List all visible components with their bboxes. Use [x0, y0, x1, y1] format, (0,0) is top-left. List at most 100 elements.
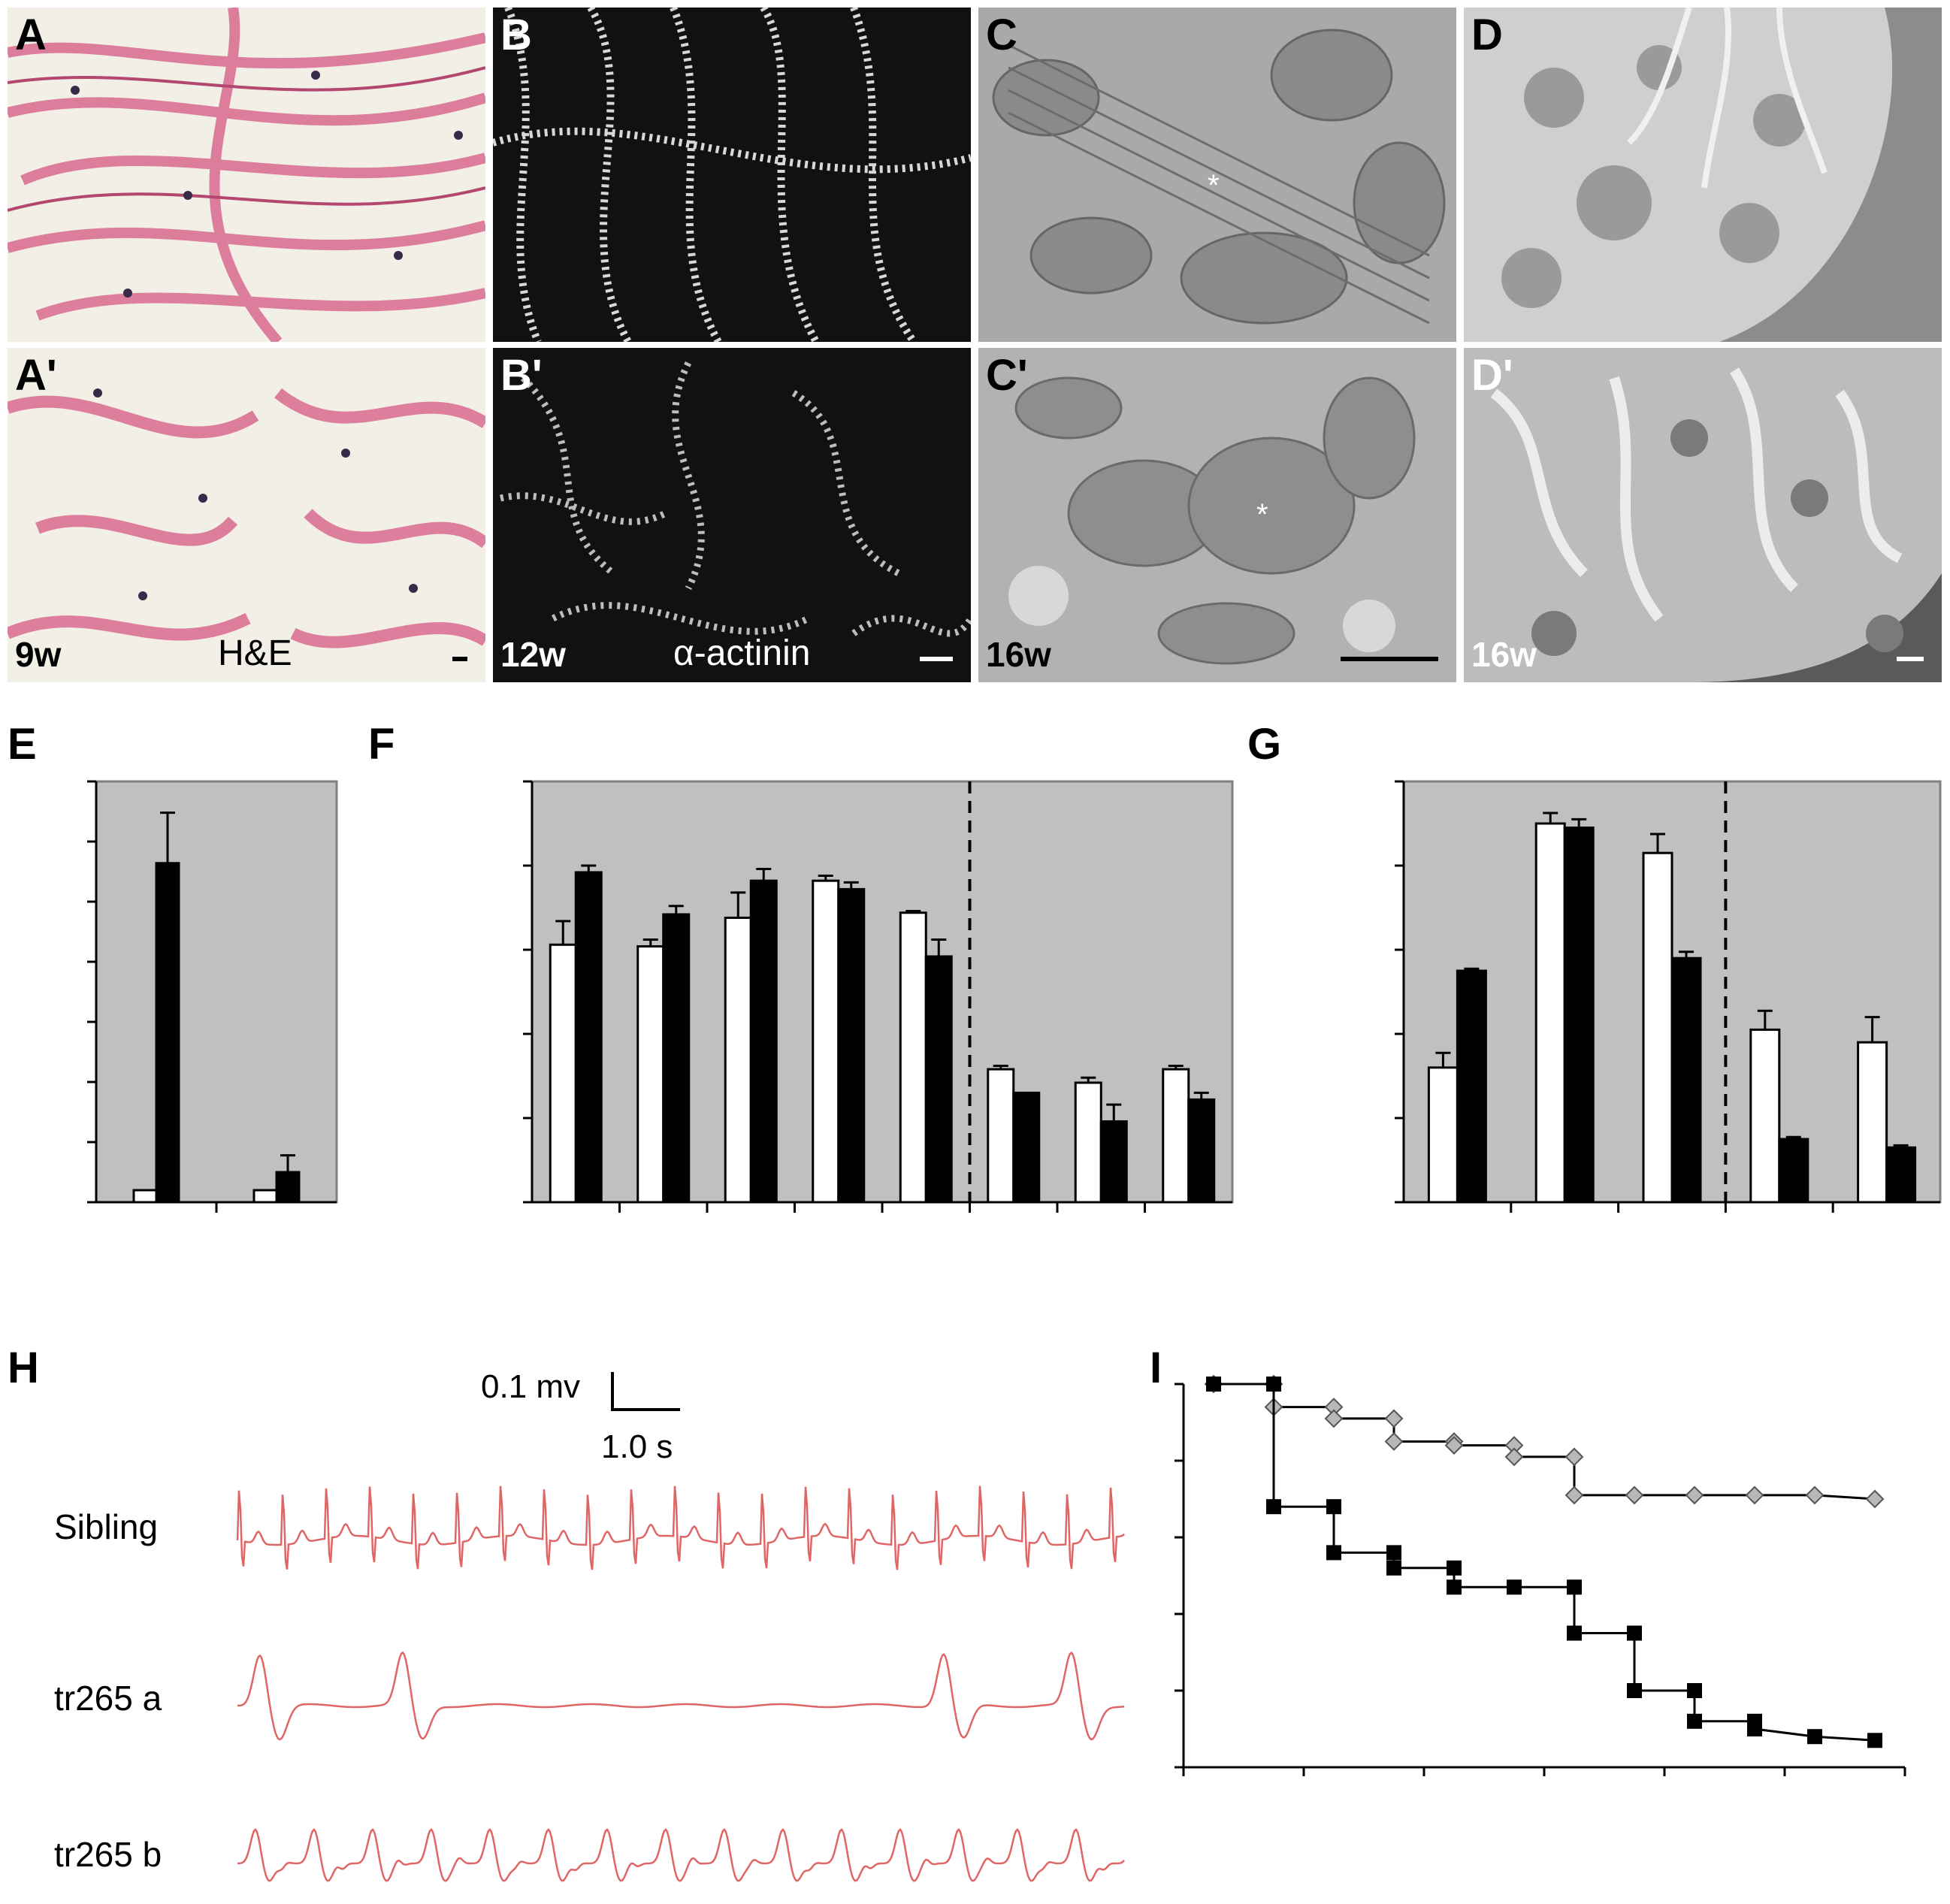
panel-c-micrograph: C *	[978, 8, 1456, 342]
chart-g	[1395, 780, 1942, 1213]
scale-bar-c	[1341, 657, 1438, 661]
diamond-marker	[1745, 1485, 1764, 1505]
bar-sibling	[1534, 822, 1566, 1204]
he-stain-image	[8, 8, 485, 342]
panel-b-micrograph: B	[493, 8, 971, 342]
scale-bar-d	[1897, 657, 1924, 661]
bar-sibling	[1162, 1068, 1190, 1204]
square-marker	[1867, 1733, 1882, 1748]
square-marker	[1507, 1579, 1522, 1595]
panel-a2-micrograph: A' 9w H&E	[8, 348, 485, 682]
panel-label-f: F	[368, 720, 395, 769]
diamond-marker	[1865, 1489, 1885, 1509]
square-marker	[1386, 1545, 1401, 1561]
bar-mutant	[924, 955, 953, 1204]
bar-sibling	[1749, 1028, 1781, 1204]
square-marker	[1627, 1683, 1642, 1698]
scale-bar-b	[920, 657, 953, 661]
panel-label-c2: C'	[986, 351, 1028, 400]
sem-image-d	[1464, 8, 1893, 342]
bar-sibling	[1642, 851, 1673, 1204]
diamond-marker	[1685, 1485, 1704, 1505]
bar-mutant	[837, 887, 866, 1204]
ecg-panel: H 0.1 mv 1.0 s Sibling tr265 a tr265 b	[8, 1343, 1125, 1882]
square-marker	[1687, 1683, 1702, 1698]
chart-e	[87, 780, 338, 1213]
scale-bar-a	[452, 657, 467, 661]
panel-label-i: I	[1150, 1343, 1162, 1392]
panel-label-e: E	[8, 720, 37, 769]
ecg-scale-bar	[611, 1372, 680, 1411]
stain-label-b: α-actinin	[673, 633, 811, 673]
age-label-c: 16w	[986, 635, 1051, 674]
asterisk-c: *	[1208, 169, 1220, 202]
diamond-marker	[1384, 1432, 1404, 1451]
ecg-label-sibling: Sibling	[54, 1507, 158, 1546]
bar-sibling	[987, 1068, 1015, 1204]
bar-sibling	[1857, 1041, 1888, 1204]
bar-mutant	[1099, 1120, 1128, 1204]
actinin-stain-image	[493, 8, 971, 342]
bar-sibling	[132, 1189, 158, 1204]
bar-mutant	[662, 913, 691, 1204]
bar-mutant	[1187, 1098, 1216, 1204]
ecg-scale-voltage: 0.1 mv	[481, 1368, 580, 1405]
diamond-marker	[1504, 1447, 1524, 1467]
ecg-trace-tr265a	[237, 1651, 1125, 1741]
ecg-scale-time: 1.0 s	[601, 1428, 673, 1465]
bar-mutant	[1456, 969, 1487, 1204]
age-label-d: 16w	[1471, 635, 1537, 674]
bar-sibling	[1074, 1081, 1102, 1204]
ecg-trace-sibling	[236, 1485, 1125, 1570]
square-marker	[1747, 1721, 1762, 1736]
square-marker	[1687, 1713, 1702, 1729]
square-marker	[1326, 1545, 1341, 1561]
square-marker	[1326, 1499, 1341, 1515]
square-marker	[1266, 1377, 1281, 1392]
bar-mutant	[1670, 957, 1702, 1204]
panel-label-c: C	[986, 11, 1017, 59]
panel-label-a: A	[15, 11, 47, 59]
he-stain-image-mutant	[8, 388, 485, 648]
bar-sibling	[724, 916, 752, 1204]
plot-area	[95, 780, 338, 1204]
square-marker	[1807, 1729, 1822, 1745]
bar-mutant	[1778, 1138, 1809, 1204]
diamond-marker	[1565, 1485, 1584, 1505]
panel-b2-micrograph: B' 12w α-actinin	[493, 348, 971, 682]
diamond-marker	[1324, 1409, 1344, 1428]
panel-label-d: D	[1471, 11, 1503, 59]
panel-label-d2: D'	[1471, 351, 1513, 400]
survival-line-mutant	[1214, 1383, 1876, 1742]
age-label-a: 9w	[15, 635, 62, 674]
diamond-marker	[1805, 1485, 1825, 1505]
bar-mutant	[574, 871, 603, 1204]
square-marker	[1266, 1499, 1281, 1515]
panel-label-b2: B'	[500, 351, 543, 400]
diamond-marker	[1384, 1409, 1404, 1428]
ecg-label-tr265a: tr265 a	[54, 1679, 162, 1718]
ecg-label-tr265b: tr265 b	[54, 1835, 162, 1874]
diamond-marker	[1444, 1436, 1464, 1455]
panel-d2-micrograph: D' 16w	[1464, 348, 1942, 682]
bar-sibling	[549, 943, 577, 1204]
em-image-c-mutant	[1008, 376, 1416, 665]
ecg-trace-tr265b	[237, 1827, 1125, 1882]
diamond-marker	[1625, 1485, 1644, 1505]
age-label-b: 12w	[500, 635, 566, 674]
bar-mutant	[1563, 827, 1595, 1204]
bar-sibling	[1427, 1066, 1459, 1204]
sem-image-d-mutant	[1464, 348, 1942, 682]
survival-panel: I	[1150, 1343, 1906, 1776]
bar-charts-row: E F G	[8, 720, 1942, 1213]
square-marker	[1447, 1579, 1462, 1595]
square-marker	[1206, 1377, 1221, 1392]
em-image-c	[992, 29, 1446, 325]
bar-mutant	[1885, 1146, 1917, 1204]
square-marker	[1627, 1625, 1642, 1641]
asterisk-c2: *	[1256, 498, 1268, 531]
bar-sibling	[636, 945, 665, 1204]
bar-mutant	[749, 879, 778, 1204]
square-marker	[1386, 1560, 1401, 1576]
diamond-marker	[1565, 1447, 1584, 1467]
